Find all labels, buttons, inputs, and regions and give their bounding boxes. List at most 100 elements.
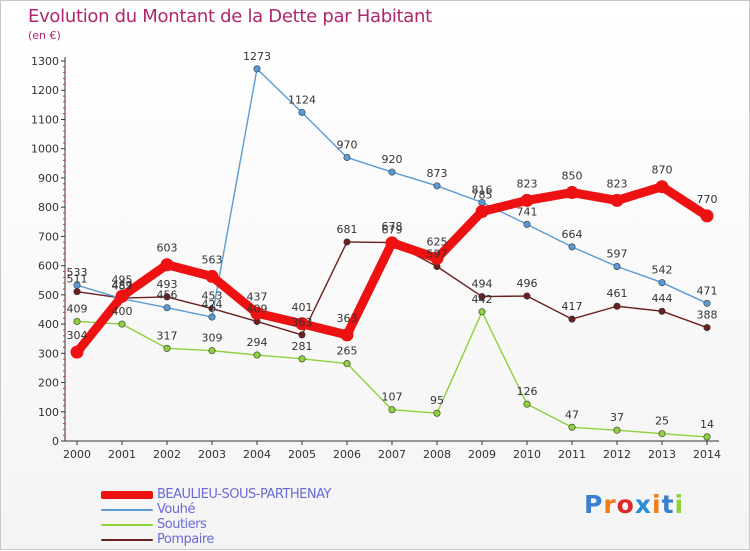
data-point — [340, 328, 354, 342]
chart-title: Evolution du Montant de la Dette par Hab… — [28, 6, 432, 27]
data-point — [388, 168, 396, 176]
logo-letter: x — [634, 490, 652, 519]
y-tick-label: 1000 — [31, 143, 59, 156]
y-tick-label: 500 — [38, 289, 59, 302]
legend-label: BEAULIEU-SOUS-PARTHENAY — [157, 487, 331, 502]
data-point — [250, 306, 264, 320]
data-point — [343, 238, 351, 246]
data-point — [658, 279, 666, 287]
data-point — [70, 345, 84, 359]
data-label: 679 — [382, 224, 403, 237]
data-label: 487 — [112, 280, 133, 293]
data-point — [163, 304, 171, 312]
data-point — [523, 220, 531, 228]
data-point — [478, 308, 486, 316]
data-label: 424 — [202, 298, 223, 311]
y-tick-label: 400 — [38, 318, 59, 331]
y-tick-label: 200 — [38, 377, 59, 390]
data-point — [703, 433, 711, 441]
data-point — [703, 324, 711, 332]
data-label: 409 — [67, 302, 88, 315]
data-point — [298, 108, 306, 116]
data-label: 681 — [337, 223, 358, 236]
data-label: 47 — [565, 408, 579, 421]
data-point — [253, 351, 261, 359]
data-point — [475, 205, 489, 219]
data-point — [613, 426, 621, 434]
legend-swatch — [101, 490, 153, 499]
legend-item: Soutiers — [101, 517, 331, 532]
x-tick-label: 2004 — [243, 448, 271, 461]
data-label: 970 — [337, 138, 358, 151]
data-label: 533 — [67, 266, 88, 279]
data-label: 471 — [697, 284, 718, 297]
y-tick-label: 600 — [38, 260, 59, 273]
data-label: 489 — [112, 279, 133, 292]
y-tick-label: 300 — [38, 347, 59, 360]
data-label: 770 — [697, 193, 718, 206]
data-point — [568, 423, 576, 431]
legend-swatch — [101, 538, 153, 541]
legend: BEAULIEU-SOUS-PARTHENAY Vouhé Soutiers Pomp… — [101, 487, 331, 547]
data-point — [118, 320, 126, 328]
data-point — [73, 288, 81, 296]
data-label: 597 — [427, 247, 448, 260]
data-point — [658, 307, 666, 315]
x-tick-label: 2002 — [153, 448, 181, 461]
data-label: 400 — [112, 305, 133, 318]
x-tick-label: 2001 — [108, 448, 136, 461]
data-point — [565, 186, 579, 200]
x-tick-label: 2007 — [378, 448, 406, 461]
logo-letter: o — [616, 490, 635, 519]
proxiti-logo: Proxiti — [584, 490, 684, 519]
data-point — [568, 243, 576, 251]
data-point — [343, 360, 351, 368]
data-label: 25 — [655, 415, 669, 428]
data-point — [73, 281, 81, 289]
data-label: 511 — [67, 273, 88, 286]
data-point — [385, 236, 399, 250]
data-label: 456 — [157, 289, 178, 302]
data-label: 823 — [607, 177, 628, 190]
data-point — [520, 193, 534, 207]
legend-label: Pompaire — [157, 532, 214, 547]
legend-swatch — [101, 508, 153, 511]
legend-label: Vouhé — [157, 502, 195, 517]
data-label: 107 — [382, 391, 403, 404]
legend-item: Vouhé — [101, 502, 331, 517]
x-tick-label: 2008 — [423, 448, 451, 461]
data-label: 625 — [427, 235, 448, 248]
legend-item: BEAULIEU-SOUS-PARTHENAY — [101, 487, 331, 502]
x-tick-label: 2014 — [693, 448, 721, 461]
data-point — [160, 258, 174, 272]
data-label: 850 — [562, 170, 583, 183]
data-label: 816 — [472, 183, 493, 196]
data-point — [655, 180, 669, 194]
data-point — [433, 182, 441, 190]
data-label: 603 — [157, 242, 178, 255]
data-point — [208, 347, 216, 355]
data-point — [523, 400, 531, 408]
data-label: 453 — [202, 290, 223, 303]
data-label: 873 — [427, 167, 448, 180]
logo-letter: r — [603, 490, 617, 519]
data-label: 785 — [472, 189, 493, 202]
data-point — [613, 262, 621, 270]
x-tick-label: 2003 — [198, 448, 226, 461]
y-tick-label: 100 — [38, 406, 59, 419]
data-point — [433, 409, 441, 417]
data-point — [163, 293, 171, 301]
logo-letter: P — [584, 490, 604, 519]
legend-item: Pompaire — [101, 532, 331, 547]
data-point — [73, 317, 81, 325]
data-point — [388, 406, 396, 414]
y-tick-label: 1100 — [31, 113, 59, 126]
legend-swatch — [101, 523, 153, 526]
data-point — [115, 289, 129, 303]
data-point — [658, 430, 666, 438]
data-point — [610, 193, 624, 207]
data-point — [295, 317, 309, 331]
data-point — [253, 65, 261, 73]
